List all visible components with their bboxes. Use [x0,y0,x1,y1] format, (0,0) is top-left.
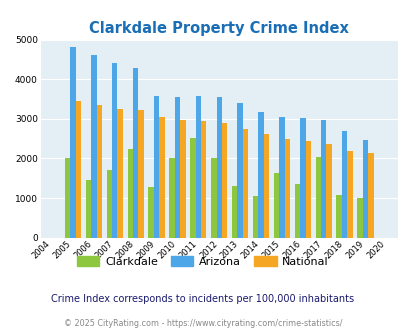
Bar [341,131,346,238]
Bar [284,139,289,238]
Title: Clarkdale Property Crime Index: Clarkdale Property Crime Index [89,21,348,36]
Bar [138,110,143,238]
Bar [222,123,227,238]
Bar [326,144,331,238]
Bar [320,120,326,238]
Bar [367,153,373,238]
Bar [362,140,367,238]
Bar [315,157,320,238]
Text: © 2025 CityRating.com - https://www.cityrating.com/crime-statistics/: © 2025 CityRating.com - https://www.city… [64,319,341,328]
Bar [190,138,195,238]
Bar [237,103,242,238]
Bar [174,97,180,238]
Bar [96,105,102,238]
Bar [263,134,269,238]
Bar [242,129,248,238]
Bar [279,117,284,238]
Bar [153,96,159,238]
Bar [216,97,222,238]
Bar [346,151,352,238]
Bar [299,118,305,238]
Bar [148,187,153,238]
Bar [75,101,81,238]
Bar [127,148,132,238]
Bar [169,158,174,238]
Legend: Clarkdale, Arizona, National: Clarkdale, Arizona, National [72,251,333,271]
Bar [91,55,96,238]
Bar [336,195,341,238]
Bar [252,196,258,238]
Bar [231,186,237,238]
Bar [85,180,91,238]
Bar [159,117,164,238]
Bar [356,198,362,238]
Bar [65,158,70,238]
Bar [258,112,263,238]
Bar [70,47,75,238]
Bar [211,158,216,238]
Text: Crime Index corresponds to incidents per 100,000 inhabitants: Crime Index corresponds to incidents per… [51,294,354,304]
Bar [294,184,299,238]
Bar [112,63,117,238]
Bar [195,96,200,238]
Bar [305,141,310,238]
Bar [180,120,185,238]
Bar [117,109,123,238]
Bar [107,170,112,238]
Bar [132,68,138,238]
Bar [200,121,206,238]
Bar [273,174,279,238]
